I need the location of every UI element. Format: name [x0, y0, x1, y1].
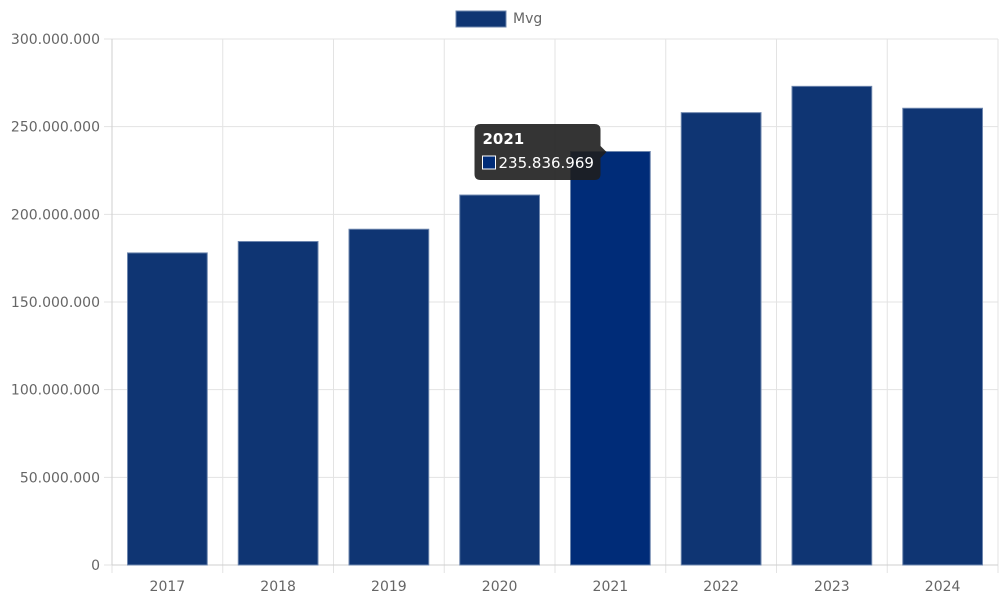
x-tick-label: 2021 — [593, 579, 629, 595]
y-tick-label: 100.000.000 — [11, 383, 100, 399]
tooltip-value: 235.836.969 — [499, 154, 594, 172]
x-tick-label: 2019 — [371, 579, 407, 595]
bar-2018 — [237, 241, 319, 566]
tooltip: 2021 235.836.969 — [474, 124, 607, 180]
bar-2024 — [902, 107, 983, 566]
y-tick-label: 250.000.000 — [11, 120, 100, 136]
bar-2020 — [459, 194, 540, 566]
x-tick-label: 2017 — [150, 579, 186, 595]
bar-2023 — [791, 85, 873, 566]
legend-swatch[interactable] — [455, 10, 507, 28]
tooltip-color-swatch — [482, 155, 497, 170]
x-tick-label: 2022 — [703, 579, 739, 595]
y-tick-label: 0 — [91, 558, 100, 574]
y-tick-label: 150.000.000 — [11, 295, 100, 311]
bar-2017 — [127, 252, 208, 566]
tooltip-background — [474, 124, 607, 180]
tooltip-title: 2021 — [483, 130, 525, 148]
y-tick-label: 50.000.000 — [20, 470, 100, 486]
legend[interactable]: Mvg — [455, 10, 542, 28]
bar-2022 — [680, 112, 762, 566]
x-tick-label: 2018 — [260, 579, 296, 595]
x-tick-label: 2024 — [925, 579, 961, 595]
y-tick-label: 300.000.000 — [11, 32, 100, 48]
y-tick-label: 200.000.000 — [11, 207, 100, 223]
legend-label-mvg[interactable]: Mvg — [513, 11, 542, 27]
bars — [127, 85, 983, 566]
x-tick-label: 2023 — [814, 579, 850, 595]
axes: 0 50.000.000 100.000.000 150.000.000 200.000… — [11, 32, 998, 595]
x-tick-label: 2020 — [482, 579, 518, 595]
bar-2021 — [570, 150, 651, 566]
bar-2019 — [348, 228, 430, 566]
